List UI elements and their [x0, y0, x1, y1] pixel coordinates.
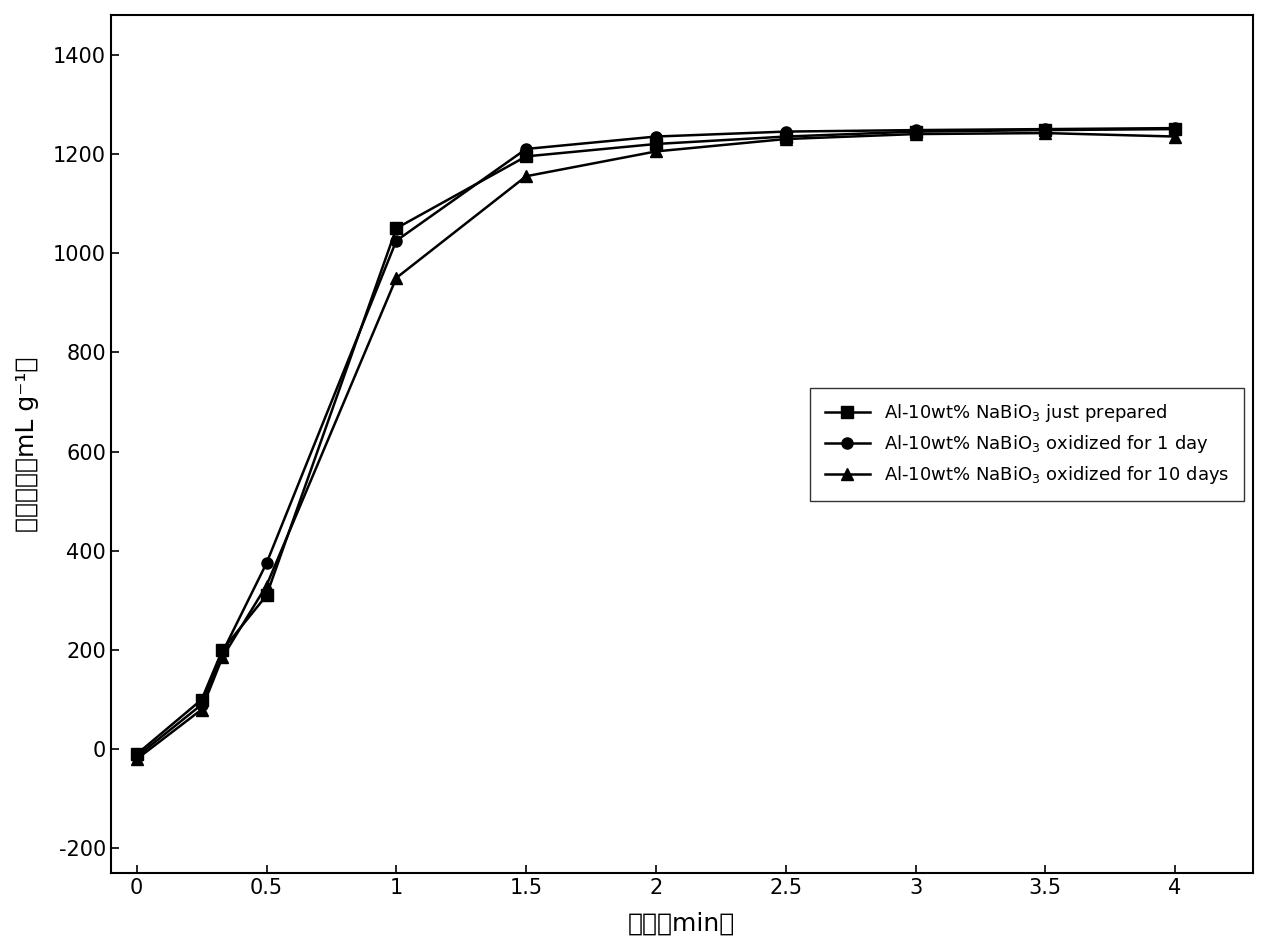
Al-10wt% NaBiO$_3$ oxidized for 10 days	[214, 651, 230, 663]
Al-10wt% NaBiO$_3$ just prepared	[519, 150, 534, 162]
Al-10wt% NaBiO$_3$ oxidized for 10 days	[908, 128, 923, 140]
Al-10wt% NaBiO$_3$ oxidized for 1 day	[129, 751, 145, 763]
Al-10wt% NaBiO$_3$ oxidized for 10 days	[129, 753, 145, 765]
Al-10wt% NaBiO$_3$ oxidized for 1 day	[389, 235, 404, 246]
X-axis label: 时间（min）: 时间（min）	[628, 912, 735, 936]
Al-10wt% NaBiO$_3$ just prepared	[779, 131, 794, 143]
Al-10wt% NaBiO$_3$ oxidized for 10 days	[648, 146, 663, 157]
Al-10wt% NaBiO$_3$ oxidized for 10 days	[194, 704, 209, 715]
Al-10wt% NaBiO$_3$ oxidized for 10 days	[519, 170, 534, 182]
Al-10wt% NaBiO$_3$ oxidized for 10 days	[259, 580, 274, 592]
Al-10wt% NaBiO$_3$ oxidized for 10 days	[1168, 131, 1183, 143]
Al-10wt% NaBiO$_3$ oxidized for 10 days	[1037, 127, 1052, 139]
Al-10wt% NaBiO$_3$ just prepared	[129, 748, 145, 760]
Al-10wt% NaBiO$_3$ just prepared	[259, 590, 274, 601]
Al-10wt% NaBiO$_3$ oxidized for 1 day	[1037, 124, 1052, 135]
Al-10wt% NaBiO$_3$ oxidized for 1 day	[1168, 123, 1183, 134]
Al-10wt% NaBiO$_3$ just prepared	[908, 126, 923, 137]
Al-10wt% NaBiO$_3$ just prepared	[1168, 124, 1183, 135]
Al-10wt% NaBiO$_3$ oxidized for 10 days	[389, 272, 404, 283]
Al-10wt% NaBiO$_3$ oxidized for 1 day	[194, 699, 209, 710]
Al-10wt% NaBiO$_3$ just prepared	[194, 694, 209, 706]
Legend: Al-10wt% NaBiO$_3$ just prepared, Al-10wt% NaBiO$_3$ oxidized for 1 day, Al-10wt: Al-10wt% NaBiO$_3$ just prepared, Al-10w…	[810, 388, 1244, 500]
Al-10wt% NaBiO$_3$ oxidized for 1 day	[519, 144, 534, 155]
Al-10wt% NaBiO$_3$ just prepared	[214, 644, 230, 655]
Y-axis label: 氢气产量（mL g⁻¹）: 氢气产量（mL g⁻¹）	[15, 357, 39, 532]
Al-10wt% NaBiO$_3$ oxidized for 1 day	[779, 126, 794, 137]
Al-10wt% NaBiO$_3$ just prepared	[389, 223, 404, 234]
Al-10wt% NaBiO$_3$ oxidized for 10 days	[779, 133, 794, 145]
Al-10wt% NaBiO$_3$ just prepared	[648, 138, 663, 149]
Al-10wt% NaBiO$_3$ oxidized for 1 day	[259, 557, 274, 569]
Line: Al-10wt% NaBiO$_3$ just prepared: Al-10wt% NaBiO$_3$ just prepared	[131, 124, 1181, 760]
Al-10wt% NaBiO$_3$ oxidized for 1 day	[908, 125, 923, 136]
Line: Al-10wt% NaBiO$_3$ oxidized for 1 day: Al-10wt% NaBiO$_3$ oxidized for 1 day	[131, 123, 1181, 762]
Al-10wt% NaBiO$_3$ just prepared	[1037, 125, 1052, 136]
Al-10wt% NaBiO$_3$ oxidized for 1 day	[214, 647, 230, 658]
Al-10wt% NaBiO$_3$ oxidized for 1 day	[648, 131, 663, 143]
Line: Al-10wt% NaBiO$_3$ oxidized for 10 days: Al-10wt% NaBiO$_3$ oxidized for 10 days	[131, 127, 1181, 765]
